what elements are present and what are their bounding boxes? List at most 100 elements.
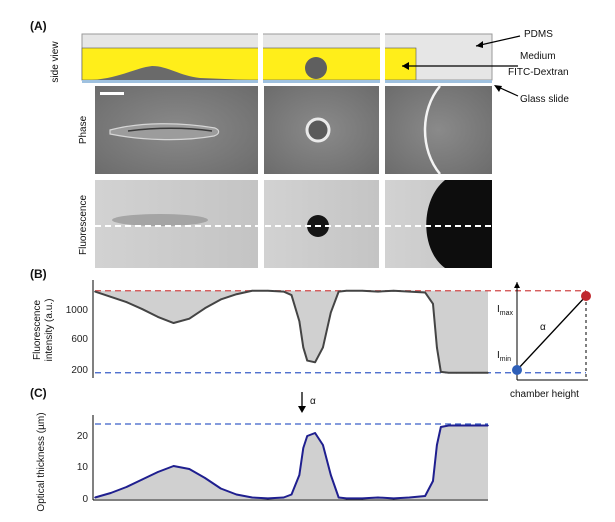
schematic-side-view bbox=[81, 32, 493, 86]
imin-point bbox=[512, 365, 522, 375]
data-point bbox=[235, 493, 238, 496]
data-point bbox=[302, 447, 305, 449]
data-point bbox=[282, 290, 285, 293]
data-point bbox=[440, 426, 442, 428]
chart-b-ytick: 200 bbox=[71, 365, 88, 376]
data-point bbox=[361, 289, 364, 292]
data-point bbox=[322, 346, 324, 349]
data-point bbox=[314, 361, 316, 364]
data-point bbox=[109, 296, 112, 298]
data-point bbox=[447, 371, 450, 374]
phase-images bbox=[95, 85, 492, 175]
data-point bbox=[125, 301, 128, 303]
fluorescence-images bbox=[95, 180, 492, 268]
data-point bbox=[487, 424, 489, 427]
data-point bbox=[361, 497, 364, 500]
data-point bbox=[267, 497, 269, 500]
panel-a-letter: (A) bbox=[30, 19, 47, 33]
data-point bbox=[330, 311, 332, 314]
chart-c-ytick: 0 bbox=[82, 494, 88, 505]
data-point bbox=[282, 496, 285, 499]
data-point bbox=[204, 307, 206, 309]
data-point bbox=[392, 289, 395, 292]
data-point bbox=[487, 371, 489, 374]
chart-b-ytick: 1000 bbox=[66, 305, 89, 316]
chart-c-ytick: 20 bbox=[77, 431, 89, 442]
chart-b: 1000 600 200 bbox=[66, 280, 586, 378]
panel-b-letter: (B) bbox=[30, 267, 47, 281]
data-point bbox=[298, 320, 301, 323]
area-fill bbox=[95, 425, 488, 499]
data-point bbox=[306, 359, 309, 362]
chart-b-ytick: 600 bbox=[71, 334, 88, 345]
column-gap bbox=[258, 32, 263, 86]
data-point bbox=[392, 497, 395, 500]
arrow-head-icon bbox=[494, 85, 502, 92]
medium-label: Medium bbox=[520, 51, 556, 62]
data-point bbox=[436, 444, 438, 446]
data-point bbox=[290, 294, 293, 296]
chart-c: 20 10 0 bbox=[77, 415, 489, 505]
phase-image-boundary bbox=[385, 86, 492, 174]
panel-c-letter: (C) bbox=[30, 386, 47, 400]
alpha-arrow: α bbox=[298, 392, 316, 413]
inset-xlabel: chamber height bbox=[510, 389, 579, 400]
data-point bbox=[235, 293, 238, 296]
data-point bbox=[330, 474, 332, 476]
side-view-label: side view bbox=[50, 41, 61, 83]
imax-point bbox=[581, 291, 591, 301]
glass-label: Glass slide bbox=[520, 94, 569, 105]
spread-cell-shape bbox=[92, 66, 250, 80]
data-point bbox=[337, 496, 340, 499]
data-point bbox=[94, 496, 96, 499]
data-point bbox=[204, 477, 206, 479]
data-point bbox=[157, 316, 159, 318]
data-point bbox=[436, 346, 438, 349]
arrow-head-icon bbox=[476, 41, 483, 48]
data-point bbox=[314, 432, 316, 434]
data-point bbox=[141, 478, 143, 481]
area-fill bbox=[95, 290, 488, 373]
schematic-annotations: PDMS Medium FITC-Dextran Glass slide bbox=[402, 29, 569, 105]
data-point bbox=[141, 308, 143, 310]
spread-cell-phase bbox=[109, 123, 220, 141]
inset-slope-line bbox=[516, 295, 587, 371]
data-point bbox=[447, 424, 450, 427]
data-point bbox=[188, 468, 191, 470]
alpha-arrow-label: α bbox=[310, 396, 316, 407]
data-point bbox=[172, 322, 175, 324]
fluorescence-row-label: Fluorescence bbox=[78, 195, 89, 255]
column-gap bbox=[380, 32, 385, 86]
round-cell-phase bbox=[305, 117, 331, 143]
data-point bbox=[471, 371, 474, 374]
data-point bbox=[125, 486, 128, 488]
calibration-inset: Imax Imin α chamber height bbox=[497, 282, 591, 400]
pdms-pointer bbox=[475, 35, 521, 47]
chart-c-ytick: 10 bbox=[77, 462, 89, 473]
data-point bbox=[298, 474, 301, 476]
data-point bbox=[251, 496, 253, 499]
imin-label: Imin bbox=[497, 350, 511, 363]
pdms-boundary-phase bbox=[423, 85, 441, 175]
glass-slide bbox=[82, 80, 492, 83]
down-arrow-icon bbox=[298, 406, 306, 413]
profile-curve bbox=[94, 424, 488, 500]
data-point bbox=[440, 371, 442, 373]
data-point bbox=[109, 492, 112, 494]
round-cell-shape bbox=[305, 57, 327, 79]
data-point bbox=[432, 303, 434, 305]
data-point bbox=[424, 495, 426, 497]
panel-c-ylabel: Optical thickness (µm) bbox=[36, 412, 47, 511]
pdms-region-fluorescence bbox=[426, 180, 492, 268]
imax-label: Imax bbox=[497, 304, 514, 317]
data-point bbox=[345, 289, 348, 292]
panel-b-ylabel-2: intensity (a.u.) bbox=[44, 299, 55, 362]
scale-bar bbox=[100, 92, 124, 95]
fitc-label: FITC-Dextran bbox=[508, 67, 569, 78]
profile-curve bbox=[94, 289, 488, 374]
data-point bbox=[345, 497, 348, 500]
data-point bbox=[337, 290, 340, 293]
data-point bbox=[455, 371, 458, 374]
data-point bbox=[219, 298, 222, 301]
